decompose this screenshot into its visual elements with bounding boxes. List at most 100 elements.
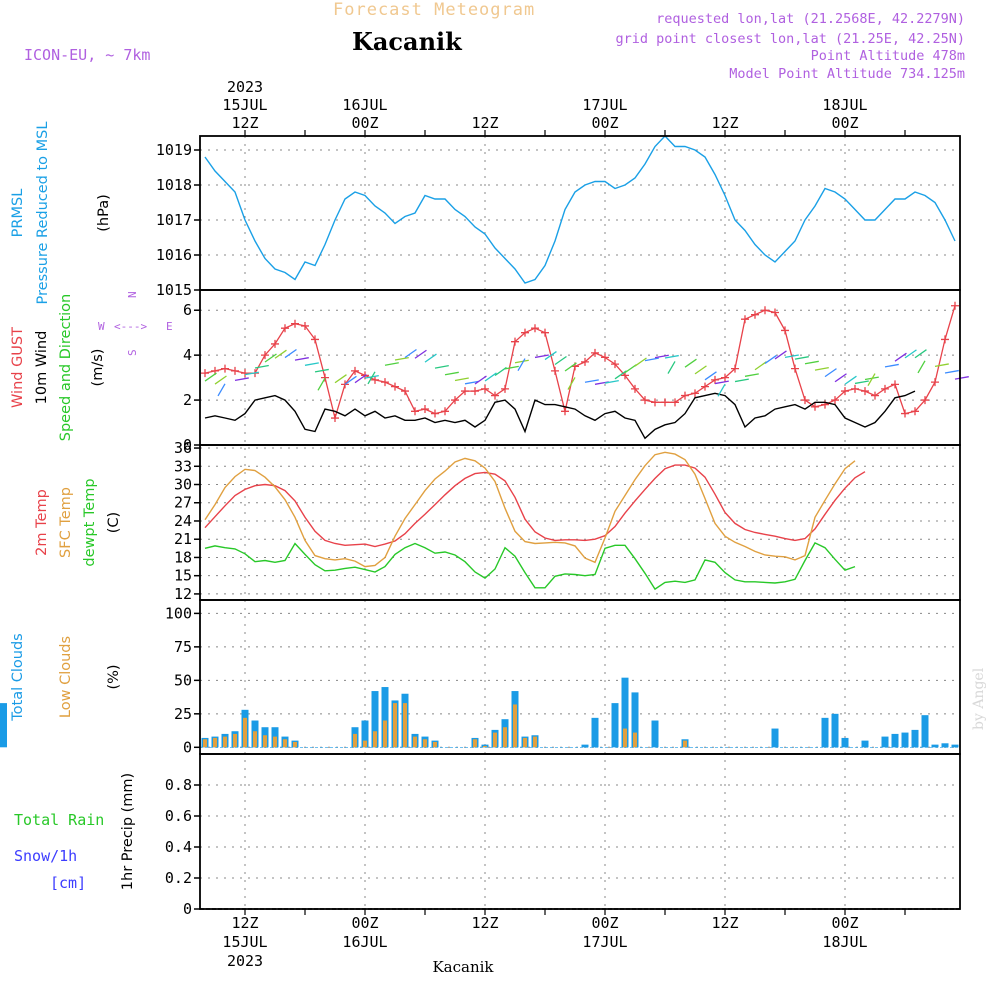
gust-marker bbox=[411, 407, 419, 416]
total-cloud-bar bbox=[931, 744, 939, 748]
wind-direction-arrow bbox=[544, 351, 557, 361]
station-title: Kacanik bbox=[352, 27, 463, 56]
gust-marker bbox=[501, 384, 509, 393]
gust-marker bbox=[801, 396, 809, 405]
total-cloud-bar bbox=[0, 703, 7, 748]
low-cloud-bar bbox=[533, 736, 537, 748]
gust-marker bbox=[671, 398, 679, 407]
gust-marker bbox=[771, 308, 779, 317]
low-cloud-bar bbox=[203, 739, 207, 748]
wind-direction-arrow bbox=[824, 368, 837, 378]
wind-direction-arrow bbox=[717, 383, 726, 397]
panel-axis-label: 1hr Precip (mm) bbox=[120, 773, 136, 890]
total-cloud-bar bbox=[891, 733, 899, 748]
bottom-time-label: 16JUL bbox=[342, 933, 387, 951]
compass-n: N bbox=[126, 291, 139, 298]
wind-direction-arrow bbox=[584, 379, 599, 383]
top-time-label: 12Z bbox=[471, 114, 498, 132]
wind-direction-arrow bbox=[274, 349, 287, 359]
y-tick-label: 25 bbox=[174, 705, 192, 723]
gust-marker bbox=[371, 375, 379, 384]
y-tick-label: 1018 bbox=[156, 176, 192, 194]
bottom-time-label: 12Z bbox=[711, 914, 738, 932]
bottom-time-label: 00Z bbox=[351, 914, 378, 932]
gust-marker bbox=[441, 407, 449, 416]
total-cloud-bar bbox=[371, 691, 379, 748]
gust-marker bbox=[331, 414, 339, 423]
total-cloud-bar bbox=[381, 687, 389, 748]
gust-marker bbox=[761, 306, 769, 315]
wind-direction-arrow bbox=[367, 371, 376, 385]
panel-axis-label: dewpt Temp bbox=[82, 478, 98, 566]
compass-w: W bbox=[98, 320, 105, 333]
wind-direction-arrow bbox=[904, 349, 917, 359]
gust-marker bbox=[741, 315, 749, 324]
total-cloud-bar bbox=[361, 720, 369, 748]
wind-direction-arrow bbox=[754, 361, 767, 371]
gust-marker bbox=[651, 398, 659, 407]
top-time-label: 12Z bbox=[711, 114, 738, 132]
wind-direction-arrow bbox=[614, 370, 627, 380]
low-cloud-bar bbox=[523, 737, 527, 748]
bottom-time-label: 00Z bbox=[591, 914, 618, 932]
gust-marker bbox=[551, 366, 559, 375]
wind-direction-arrow bbox=[494, 366, 507, 377]
gust-marker bbox=[321, 373, 329, 382]
wind-direction-arrow bbox=[914, 349, 927, 359]
wind-direction-arrow bbox=[484, 372, 497, 382]
wind-direction-arrow bbox=[624, 364, 637, 374]
wind-direction-arrow bbox=[214, 375, 227, 385]
low-cloud-bar bbox=[493, 732, 497, 748]
gust-marker bbox=[521, 328, 529, 337]
wind-direction-arrow bbox=[644, 357, 659, 362]
low-cloud-bar bbox=[223, 736, 227, 748]
low-cloud-bar bbox=[393, 703, 397, 748]
compass-e: E bbox=[166, 320, 173, 333]
gust-marker bbox=[911, 407, 919, 416]
low-cloud-bar bbox=[513, 704, 517, 748]
gust-marker bbox=[701, 382, 709, 391]
bottom-time-label: 15JUL bbox=[222, 933, 267, 951]
gust-marker bbox=[431, 409, 439, 418]
total-cloud-bar bbox=[831, 713, 839, 748]
wind-direction-arrow bbox=[517, 358, 526, 372]
total-cloud-bar bbox=[611, 703, 619, 748]
wind-direction-arrow bbox=[334, 374, 347, 384]
low-cloud-bar bbox=[373, 731, 377, 748]
gust-marker bbox=[681, 391, 689, 400]
pressure-line bbox=[204, 134, 956, 284]
total-cloud-bar bbox=[631, 692, 639, 748]
panel-axis-label: Pressure Reduced to MSL bbox=[35, 122, 51, 305]
total-cloud-bar bbox=[941, 743, 949, 748]
wind-direction-arrow bbox=[744, 373, 759, 377]
y-tick-label: 21 bbox=[174, 530, 192, 548]
bottom-time-label: 17JUL bbox=[582, 933, 627, 951]
panel-frame bbox=[199, 289, 961, 446]
panel-axis-label: (%) bbox=[106, 664, 122, 689]
wind-direction-arrow bbox=[564, 362, 577, 372]
wind-direction-arrow bbox=[894, 352, 907, 362]
wind-direction-arrow bbox=[344, 375, 357, 385]
wind-direction-arrow bbox=[634, 357, 647, 367]
total-cloud-bar bbox=[771, 728, 779, 748]
wind-direction-arrow bbox=[917, 360, 926, 374]
wind-direction-arrow bbox=[667, 361, 676, 374]
panel-frame bbox=[199, 599, 961, 755]
panel-axis-label: 2m Temp bbox=[34, 489, 50, 556]
y-tick-label: 27 bbox=[174, 494, 192, 512]
low-cloud-bar bbox=[433, 741, 437, 748]
gust-marker bbox=[581, 357, 589, 366]
gust-marker bbox=[511, 337, 519, 346]
y-tick-label: 6 bbox=[183, 301, 192, 319]
y-tick-label: 2 bbox=[183, 391, 192, 409]
y-tick-label: 1015 bbox=[156, 281, 192, 299]
wind-direction-arrow bbox=[814, 367, 829, 371]
bottom-time-label: 2023 bbox=[227, 952, 263, 970]
wind-direction-arrow bbox=[504, 365, 519, 370]
wind-direction-arrow bbox=[774, 350, 787, 360]
low-cloud-bar bbox=[623, 728, 627, 748]
wind-direction-arrow bbox=[434, 365, 449, 369]
bottom-time-label: 00Z bbox=[831, 914, 858, 932]
gust-marker bbox=[421, 405, 429, 414]
gust-marker bbox=[891, 380, 899, 389]
